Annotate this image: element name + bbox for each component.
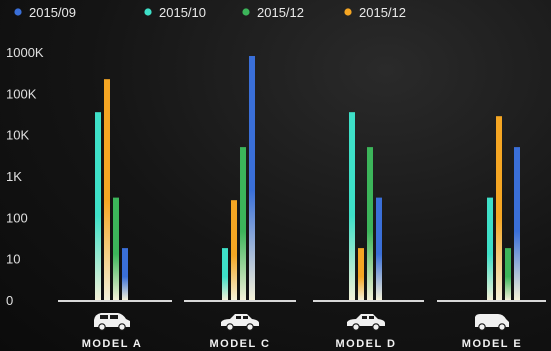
- legend-label-3: 2015/12: [359, 5, 406, 20]
- bar-model-d-series-1: [349, 112, 355, 300]
- bars: [95, 56, 520, 300]
- x-category-label-1: MODEL C: [209, 338, 270, 350]
- bar-model-d-series-2: [367, 147, 373, 300]
- bar-model-a-series-1: [95, 112, 101, 300]
- y-tick-label-0: 0: [6, 293, 13, 308]
- bar-model-c-series-2: [240, 147, 246, 300]
- bar-model-e-series-3: [496, 116, 502, 300]
- legend-label-1: 2015/10: [159, 5, 206, 20]
- x-category-label-0: MODEL A: [82, 338, 143, 350]
- legend-marker-2: [242, 8, 250, 16]
- bar-model-c-series-3: [231, 200, 237, 300]
- x-category-label-3: MODEL E: [462, 338, 522, 350]
- y-tick-label-4: 10K: [6, 128, 29, 143]
- bar-model-a-series-3: [104, 79, 110, 300]
- bar-model-a-series-0: [122, 248, 128, 300]
- x-axis: MODEL A MODEL C MODEL D MODEL E: [82, 313, 522, 350]
- x-category-label-2: MODEL D: [335, 338, 396, 350]
- bar-model-c-series-1: [222, 248, 228, 300]
- van-icon: [475, 314, 509, 331]
- bar-model-d-series-0: [376, 197, 382, 300]
- sedan-car-icon: [221, 314, 259, 331]
- y-tick-label-5: 100K: [6, 86, 37, 101]
- y-tick-label-1: 10: [6, 252, 20, 267]
- y-tick-label-3: 1K: [6, 169, 22, 184]
- bar-model-d-series-3: [358, 248, 364, 300]
- bar-model-e-series-2: [505, 248, 511, 300]
- suv-car-icon: [94, 313, 130, 331]
- y-tick-label-2: 100: [6, 210, 28, 225]
- legend-marker-1: [144, 8, 152, 16]
- legend: 2015/09 2015/10 2015/12 2015/12: [14, 5, 406, 20]
- legend-marker-0: [14, 8, 22, 16]
- y-axis: 0 10 100 1K 10K 100K 1000K: [6, 45, 44, 308]
- bar-model-c-series-0: [249, 56, 255, 300]
- legend-label-0: 2015/09: [29, 5, 76, 20]
- y-tick-label-6: 1000K: [6, 45, 44, 60]
- bar-model-e-series-0: [514, 147, 520, 300]
- bar-model-a-series-2: [113, 197, 119, 300]
- legend-marker-3: [344, 8, 352, 16]
- legend-label-2: 2015/12: [257, 5, 304, 20]
- hatchback-car-icon: [347, 314, 385, 331]
- bar-model-e-series-1: [487, 197, 493, 300]
